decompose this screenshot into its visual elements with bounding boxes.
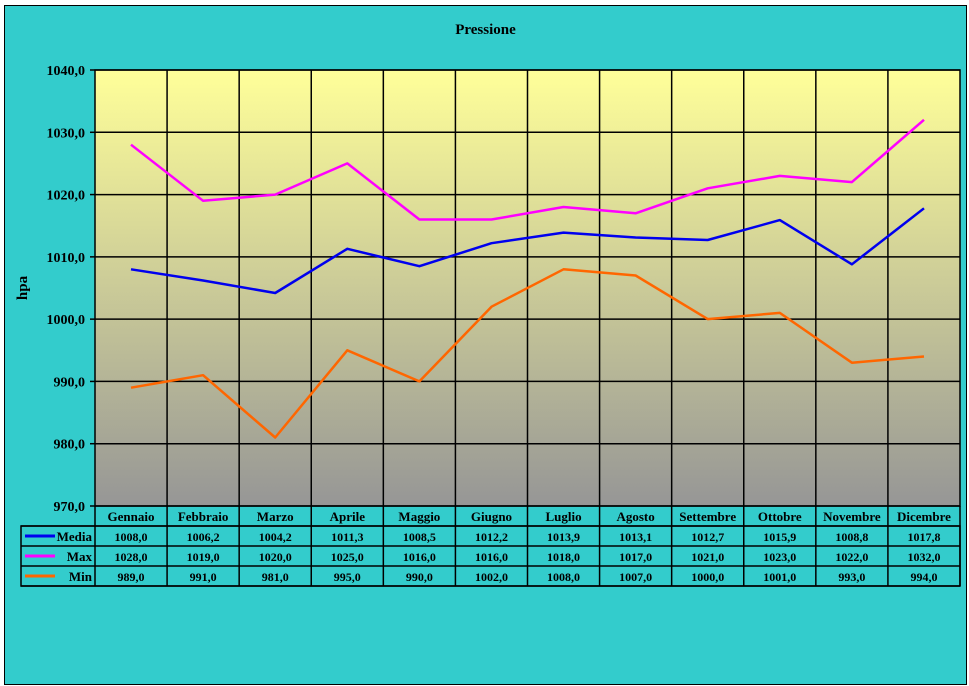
y-tick-label: 970,0 bbox=[54, 500, 86, 515]
category-label: Giugno bbox=[471, 509, 512, 524]
category-label: Luglio bbox=[545, 509, 581, 524]
table-cell: 991,0 bbox=[190, 570, 217, 584]
table-cell: 1001,0 bbox=[763, 570, 796, 584]
chart-svg: 970,0 980,0 990,0 1000,0 1010,0 1020,0 1030,0 1… bbox=[15, 64, 961, 587]
table-cell: 1032,0 bbox=[907, 550, 940, 564]
table-cell: 1008,5 bbox=[403, 530, 436, 544]
grid-layer bbox=[95, 69, 960, 586]
table-cell: 981,0 bbox=[262, 570, 289, 584]
legend-label: Media bbox=[57, 529, 93, 544]
table-cell: 1017,8 bbox=[907, 530, 940, 544]
table-cell: 1008,0 bbox=[115, 530, 148, 544]
category-label: Aprile bbox=[330, 509, 366, 524]
table-cell: 1028,0 bbox=[115, 550, 148, 564]
legend-label: Min bbox=[69, 569, 93, 584]
table-cell: 1017,0 bbox=[619, 550, 652, 564]
table-cell: 1016,0 bbox=[403, 550, 436, 564]
series-line-media bbox=[130, 207, 925, 295]
table-cell: 1012,2 bbox=[475, 530, 508, 544]
y-tick-label: 980,0 bbox=[54, 438, 86, 453]
table-cell: 1022,0 bbox=[835, 550, 868, 564]
table-cell: 989,0 bbox=[118, 570, 145, 584]
table-cell: 1012,7 bbox=[691, 530, 724, 544]
y-tick-label: 1010,0 bbox=[47, 251, 86, 266]
table-cell: 1004,2 bbox=[259, 530, 292, 544]
chart-title: Pressione bbox=[455, 22, 516, 38]
category-label: Settembre bbox=[679, 509, 736, 524]
y-tick-label: 1000,0 bbox=[47, 313, 86, 328]
table-cell: 1013,9 bbox=[547, 530, 580, 544]
category-label: Febbraio bbox=[178, 509, 229, 524]
table-cell: 1021,0 bbox=[691, 550, 724, 564]
table-cell: 995,0 bbox=[334, 570, 361, 584]
table-cell: 1000,0 bbox=[691, 570, 724, 584]
series-line-max bbox=[130, 118, 925, 221]
category-label: Agosto bbox=[616, 509, 654, 524]
legend-label: Max bbox=[67, 549, 93, 564]
category-label: Novembre bbox=[823, 509, 881, 524]
table-cell: 1023,0 bbox=[763, 550, 796, 564]
category-label: Marzo bbox=[257, 509, 294, 524]
table-cell: 1007,0 bbox=[619, 570, 652, 584]
y-tick-label: 1020,0 bbox=[47, 189, 86, 204]
table-cell: 993,0 bbox=[838, 570, 865, 584]
category-label: Dicembre bbox=[897, 509, 951, 524]
y-tick-label: 1030,0 bbox=[47, 126, 86, 141]
chart-frame: Pressione 970,0 980,0 990,0 1000,0 1010,0 102… bbox=[4, 5, 967, 685]
data-table: Gennaio Febbraio Marzo Aprile Maggio Giugno Lu… bbox=[20, 506, 961, 587]
table-cell: 1018,0 bbox=[547, 550, 580, 564]
table-cell: 1008,0 bbox=[547, 570, 580, 584]
table-cell: 1013,1 bbox=[619, 530, 652, 544]
y-tick-label: 1040,0 bbox=[47, 64, 86, 79]
category-label: Gennaio bbox=[108, 509, 155, 524]
table-cell: 990,0 bbox=[406, 570, 433, 584]
table-cell: 1008,8 bbox=[835, 530, 868, 544]
table-cell: 1016,0 bbox=[475, 550, 508, 564]
table-cell: 1011,3 bbox=[331, 530, 363, 544]
y-tick-label: 990,0 bbox=[54, 375, 86, 390]
y-axis-label: hpa bbox=[15, 275, 31, 300]
series-line-min bbox=[130, 268, 925, 439]
table-cell: 1019,0 bbox=[187, 550, 220, 564]
series-layer bbox=[130, 118, 925, 439]
table-cell: 1006,2 bbox=[187, 530, 220, 544]
table-cell: 1002,0 bbox=[475, 570, 508, 584]
table-cell: 1015,9 bbox=[763, 530, 796, 544]
table-cell: 994,0 bbox=[910, 570, 937, 584]
category-label: Maggio bbox=[398, 509, 440, 524]
table-cell: 1025,0 bbox=[331, 550, 364, 564]
table-cell: 1020,0 bbox=[259, 550, 292, 564]
y-axis: 970,0 980,0 990,0 1000,0 1010,0 1020,0 1030,0 1… bbox=[47, 64, 95, 515]
category-label: Ottobre bbox=[758, 509, 802, 524]
